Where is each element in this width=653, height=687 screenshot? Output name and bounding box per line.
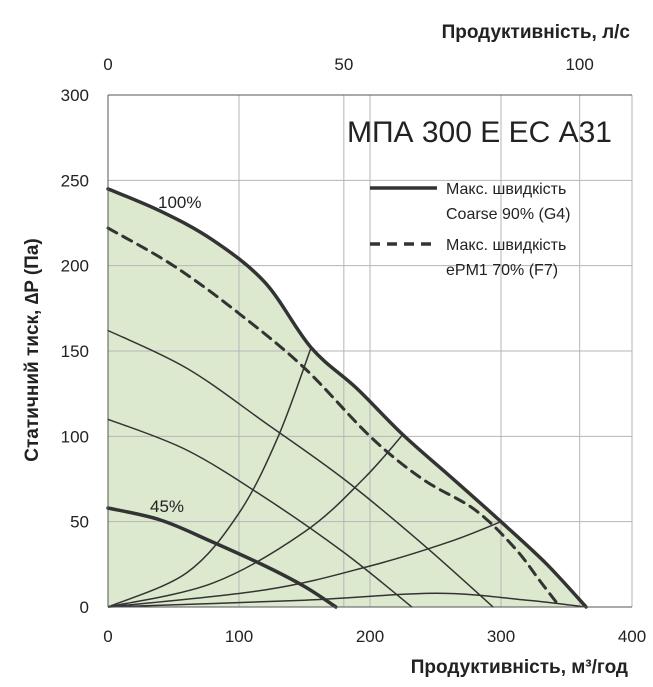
x-tick-label: 0 bbox=[103, 627, 112, 646]
x2-tick-label: 0 bbox=[103, 55, 112, 74]
x-tick-label: 400 bbox=[618, 627, 646, 646]
operating-area bbox=[108, 188, 587, 607]
x-tick-label: 300 bbox=[487, 627, 515, 646]
plot-frame bbox=[107, 94, 632, 608]
series-line-2 bbox=[106, 506, 338, 609]
legend-label-solid-line1: Макс. швидкість bbox=[446, 181, 566, 198]
y-tick-label: 200 bbox=[61, 257, 89, 276]
tick-labels: 0 100 200 300 400 0 50 100 150 200 250 300 0 50 100 bbox=[61, 55, 647, 646]
y-tick-label: 50 bbox=[70, 513, 89, 532]
x2-tick-label: 100 bbox=[565, 55, 593, 74]
y-tick-label: 0 bbox=[80, 598, 89, 617]
chart-title: МПА 300 Е ЕС А31 bbox=[347, 116, 612, 149]
y-tick-label: 300 bbox=[61, 86, 89, 105]
system-curve-1 bbox=[107, 434, 404, 608]
top-axis-title: Продуктивність, л/с bbox=[442, 22, 631, 43]
legend-label-solid-line2: Coarse 90% (G4) bbox=[446, 206, 571, 223]
curve-label-100: 100% bbox=[158, 193, 201, 212]
series-line-1 bbox=[106, 226, 562, 609]
curves bbox=[106, 187, 588, 609]
x-tick-label: 100 bbox=[225, 627, 253, 646]
operating-area-fill bbox=[108, 188, 587, 607]
legend-label-dashed-line1: Макс. швидкість bbox=[446, 237, 566, 254]
x-tick-label: 200 bbox=[356, 627, 384, 646]
legend: Макс. швидкість Coarse 90% (G4) Макс. шв… bbox=[370, 181, 571, 279]
x2-tick-label: 50 bbox=[334, 55, 353, 74]
system-curve-3 bbox=[107, 592, 587, 608]
y-tick-label: 250 bbox=[61, 171, 89, 190]
y-tick-label: 150 bbox=[61, 342, 89, 361]
y-axis-title: Статичний тиск, ∆P (Па) bbox=[22, 238, 43, 461]
curve-label-45: 45% bbox=[150, 497, 184, 516]
x-axis-title: Продуктивність, м³/год bbox=[411, 657, 628, 678]
series-line-4 bbox=[107, 329, 494, 608]
series-line-3 bbox=[107, 418, 413, 608]
system-curve-0 bbox=[107, 347, 312, 608]
legend-label-dashed-line2: ePM1 70% (F7) bbox=[446, 262, 558, 279]
series-line-0 bbox=[106, 187, 588, 609]
y-tick-label: 100 bbox=[61, 427, 89, 446]
system-curve-2 bbox=[107, 521, 502, 608]
